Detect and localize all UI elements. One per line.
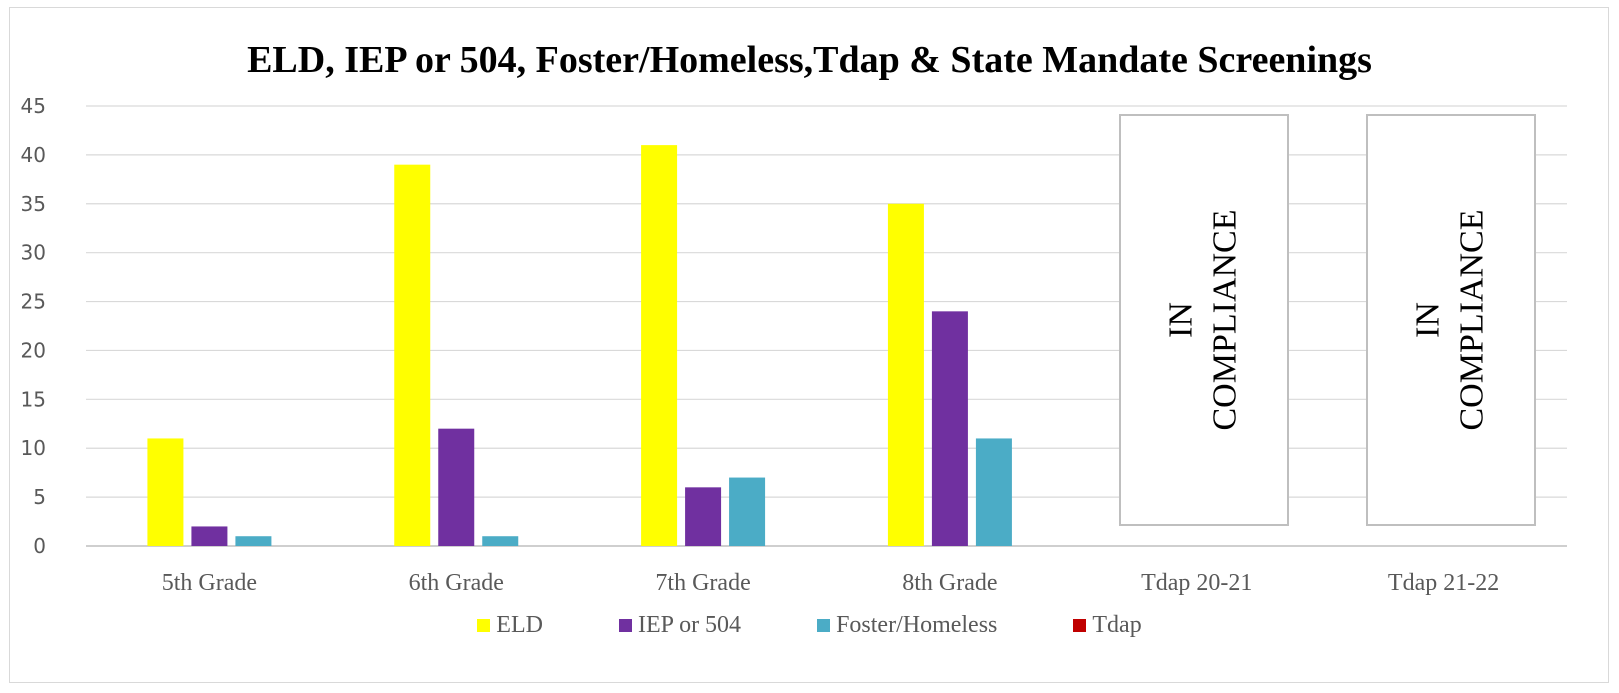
legend-swatch xyxy=(477,619,491,632)
y-tick-label: 35 xyxy=(21,192,46,216)
y-tick-label: 20 xyxy=(21,338,46,362)
bar-foster-homeless xyxy=(975,438,1012,546)
y-tick-label: 10 xyxy=(21,436,46,460)
bar-foster-homeless xyxy=(235,536,272,546)
legend-label: Tdap xyxy=(1092,612,1142,638)
y-tick-label: 15 xyxy=(21,387,46,411)
legend-item-tdap: Tdap xyxy=(1073,612,1142,639)
x-tick-label: 7th Grade xyxy=(655,570,750,596)
legend-label: Foster/Homeless xyxy=(836,612,998,638)
legend-label: ELD xyxy=(496,612,543,638)
compliance-annotation-box: IN COMPLIANCE xyxy=(1365,114,1536,526)
legend-label: IEP or 504 xyxy=(637,612,742,638)
annotation-line-2: COMPLIANCE xyxy=(1453,209,1491,431)
y-tick-label: 30 xyxy=(21,241,46,265)
chart-frame xyxy=(9,7,1609,683)
compliance-annotation-text: IN COMPLIANCE xyxy=(1407,209,1495,430)
legend-item-iep-504: IEP or 504 xyxy=(618,612,742,639)
bar-iep-or-504 xyxy=(191,526,228,546)
bar-eld xyxy=(887,203,924,546)
x-tick-label: 8th Grade xyxy=(902,570,997,596)
legend-swatch xyxy=(1073,619,1087,632)
y-tick-label: 0 xyxy=(33,534,46,558)
y-tick-label: 5 xyxy=(33,485,46,509)
legend-item-foster-homeless: Foster/Homeless xyxy=(817,612,997,639)
bar-foster-homeless xyxy=(482,536,519,546)
annotation-line-2: COMPLIANCE xyxy=(1206,209,1244,431)
compliance-annotation-box: IN COMPLIANCE xyxy=(1118,114,1289,526)
y-tick-label: 25 xyxy=(21,290,46,314)
chart-legend: ELD IEP or 504 Foster/Homeless Tdap xyxy=(0,612,1619,639)
y-tick-label: 40 xyxy=(21,143,46,167)
chart-title: ELD, IEP or 504, Foster/Homeless,Tdap & … xyxy=(247,39,1372,81)
bar-eld xyxy=(641,145,678,546)
legend-item-eld: ELD xyxy=(477,612,543,639)
annotation-line-1: IN xyxy=(1162,302,1200,338)
bar-iep-or-504 xyxy=(931,311,968,546)
bar-iep-or-504 xyxy=(685,487,722,546)
legend-swatch xyxy=(618,619,632,632)
y-tick-label: 45 xyxy=(21,94,46,118)
x-tick-label: 6th Grade xyxy=(409,570,504,596)
compliance-annotation-text: IN COMPLIANCE xyxy=(1160,209,1248,430)
annotation-line-1: IN xyxy=(1409,302,1447,338)
bar-eld xyxy=(394,164,431,546)
x-tick-label: Tdap 21-22 xyxy=(1388,570,1499,596)
bar-eld xyxy=(147,438,184,546)
x-tick-label: 5th Grade xyxy=(162,570,257,596)
bar-foster-homeless xyxy=(729,477,766,546)
bar-iep-or-504 xyxy=(438,428,475,546)
x-tick-label: Tdap 20-21 xyxy=(1141,570,1252,596)
legend-swatch xyxy=(817,619,831,632)
